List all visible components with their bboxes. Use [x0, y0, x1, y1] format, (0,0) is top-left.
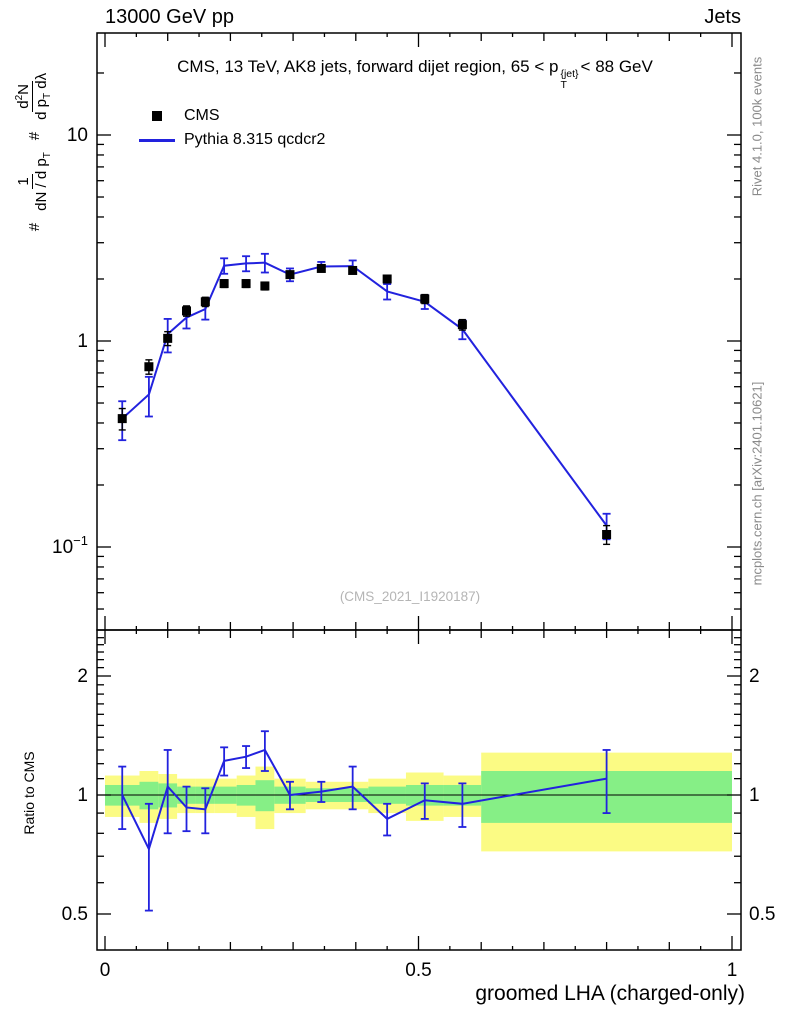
svg-text:1: 1 — [77, 785, 88, 806]
cms-data-point — [260, 281, 270, 291]
cms-data-point — [285, 270, 295, 280]
fraction-2-numerator: d2N — [14, 80, 34, 112]
svg-text:0.5: 0.5 — [405, 960, 431, 981]
svg-text:0.5: 0.5 — [749, 904, 775, 925]
main-y-axis-label: # 1 dN / d pT # d2N d pT dλ — [0, 0, 69, 300]
svg-text:10: 10 — [67, 125, 88, 146]
x-axis-title: groomed LHA (charged-only) — [475, 982, 745, 1005]
cms-data-point — [182, 306, 192, 316]
fraction-1-numerator: 1 — [14, 174, 33, 189]
frac1-den-sub: T — [41, 152, 53, 159]
frac2-den-sub: T — [42, 92, 54, 99]
fraction-1-denominator: dN / d pT — [33, 149, 54, 214]
hash-symbol-2: # — [25, 131, 43, 141]
cms-data-point — [219, 279, 229, 289]
ratio-y-axis-label: Ratio to CMS — [21, 751, 37, 835]
svg-text:2: 2 — [749, 666, 760, 687]
fraction-2: d2N d pT dλ — [14, 70, 54, 123]
analysis-title-pre: CMS, 13 TeV, AK8 jets, forward dijet reg… — [177, 57, 559, 76]
mcplots-arxiv-note: mcplots.cern.ch [arXiv:2401.10621] — [749, 381, 765, 586]
cms-data-point — [241, 279, 251, 289]
legend-label-cms: CMS — [184, 107, 220, 124]
svg-text:1: 1 — [727, 960, 738, 981]
frac2-den-post: dλ — [33, 72, 51, 93]
beam-energy-title: 13000 GeV pp — [105, 6, 234, 28]
analysis-title: CMS, 13 TeV, AK8 jets, forward dijet reg… — [85, 57, 745, 90]
svg-text:1: 1 — [749, 785, 760, 806]
cms-data-point — [348, 265, 358, 275]
frac1-den-text: dN / d p — [32, 158, 50, 211]
svg-text:0.5: 0.5 — [62, 904, 88, 925]
fraction-1: 1 dN / d pT — [14, 149, 54, 214]
legend: CMS Pythia 8.315 qcdcr2 — [134, 104, 325, 152]
frac2-num-text: d — [15, 100, 33, 109]
frac2-num-post: N — [15, 83, 33, 95]
frac2-den-text: d p — [33, 98, 51, 120]
cms-data-point — [316, 263, 326, 273]
watermark-analysis-id: (CMS_2021_I1920187) — [339, 589, 481, 604]
legend-label-pythia: Pythia 8.315 qcdcr2 — [184, 131, 326, 148]
legend-row-pythia: Pythia 8.315 qcdcr2 — [134, 128, 325, 152]
cms-data-point — [163, 333, 173, 343]
cms-data-point — [382, 274, 392, 284]
process-title: Jets — [704, 6, 741, 28]
cms-data-point — [457, 320, 467, 330]
uncertainty-band-green — [255, 780, 275, 812]
pt-jet-stack: {jet} T — [560, 69, 578, 90]
cms-data-point — [117, 414, 127, 424]
blue-line-icon — [139, 138, 175, 142]
pt-jet-sup: {jet} — [560, 68, 579, 80]
svg-text:0: 0 — [100, 960, 111, 981]
cms-data-point — [602, 529, 612, 539]
rivet-version-note: Rivet 4.1.0, 100k events — [749, 56, 765, 197]
pythia-line-icon — [134, 138, 180, 142]
fraction-2-denominator: d pT dλ — [33, 70, 54, 123]
cms-marker-icon — [134, 111, 180, 121]
cms-data-point — [420, 294, 430, 304]
pt-jet-sub: T — [560, 78, 567, 91]
analysis-title-post: < 88 GeV — [580, 57, 653, 76]
uncertainty-band-green — [139, 781, 159, 810]
hash-symbol-1: # — [25, 222, 43, 232]
svg-text:1: 1 — [77, 331, 88, 352]
svg-text:10−1: 10−1 — [52, 533, 88, 558]
frac2-num-sup: 2 — [14, 94, 26, 101]
cms-data-point — [200, 297, 210, 307]
black-square-icon — [152, 111, 162, 121]
svg-text:2: 2 — [77, 666, 88, 687]
legend-row-cms: CMS — [134, 104, 325, 128]
pythia-curve-main — [121, 261, 608, 527]
cms-data-point — [144, 362, 154, 372]
